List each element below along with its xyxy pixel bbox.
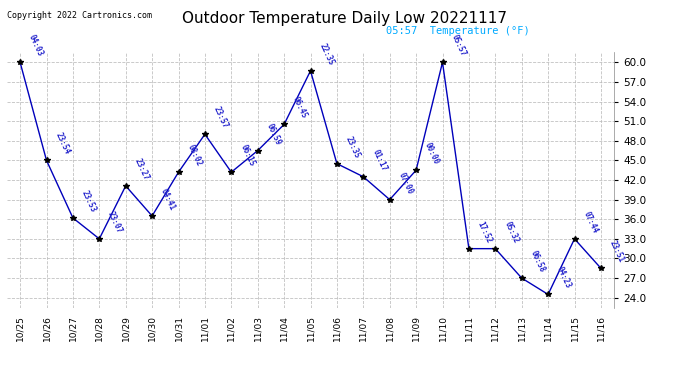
Text: 23:07: 23:07 [106,210,124,235]
Text: 05:57  Temperature (°F): 05:57 Temperature (°F) [386,26,530,36]
Text: 23:57: 23:57 [212,105,230,130]
Text: 08:02: 08:02 [186,143,204,168]
Text: 04:23: 04:23 [555,266,573,290]
Text: Outdoor Temperature Daily Low 20221117: Outdoor Temperature Daily Low 20221117 [182,11,508,26]
Text: 06:59: 06:59 [265,122,283,146]
Text: 23:27: 23:27 [132,157,150,182]
Text: 04:03: 04:03 [27,33,45,58]
Text: 23:35: 23:35 [344,135,362,159]
Text: Copyright 2022 Cartronics.com: Copyright 2022 Cartronics.com [7,11,152,20]
Text: 23:53: 23:53 [80,189,98,214]
Text: 06:45: 06:45 [291,96,309,120]
Text: 07:00: 07:00 [397,171,415,195]
Text: 06:58: 06:58 [529,249,546,274]
Text: 00:00: 00:00 [423,141,441,166]
Text: 05:32: 05:32 [502,220,520,245]
Text: 05:57: 05:57 [449,33,467,58]
Text: 22:35: 22:35 [317,42,335,67]
Text: 23:51: 23:51 [608,239,626,264]
Text: 23:54: 23:54 [53,132,71,156]
Text: 07:44: 07:44 [582,210,600,235]
Text: 06:15: 06:15 [238,143,256,168]
Text: 04:41: 04:41 [159,187,177,212]
Text: 17:52: 17:52 [476,220,494,245]
Text: 01:17: 01:17 [371,148,388,172]
